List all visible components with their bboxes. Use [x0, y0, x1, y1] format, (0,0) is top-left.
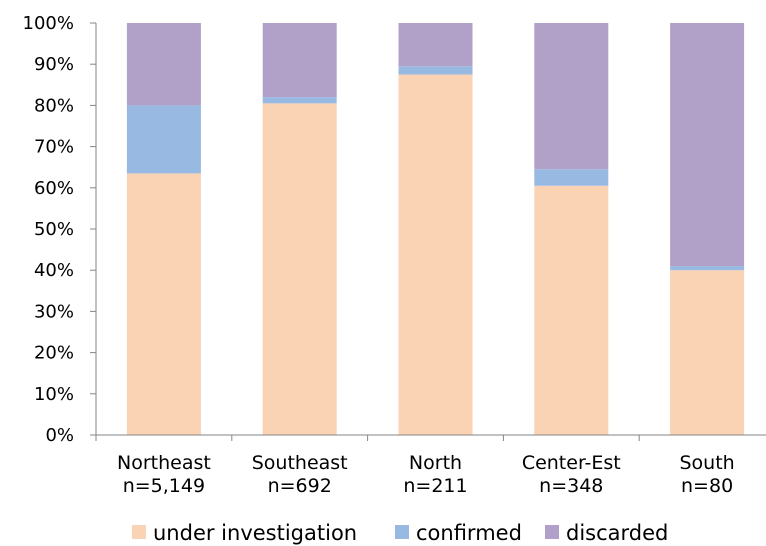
labels-group: 0% 10% 20% 30% 40% 50% 60% 70% 80% 90% 100% Northea…: [23, 13, 735, 497]
legend-label: under investigation: [153, 521, 357, 545]
bar-segment-confirmed-4: [670, 266, 745, 271]
category-name: Center-Est: [522, 452, 621, 474]
legend-label: confirmed: [416, 521, 522, 545]
x-category-label: Northeast n=5,149: [117, 452, 211, 497]
x-category-label: South n=80: [679, 452, 734, 497]
bar-segment-discarded-4: [670, 23, 745, 267]
category-count: n=348: [539, 475, 603, 497]
category-name: North: [409, 452, 462, 474]
bar-segment-under-investigation-0: [126, 173, 201, 435]
y-tick-label: 30%: [34, 301, 74, 322]
bar-segment-discarded-0: [126, 23, 201, 106]
legend: under investigation confirmed discarded: [132, 521, 668, 545]
bar-segment-confirmed-0: [126, 105, 201, 174]
category-name: Southeast: [252, 452, 348, 474]
y-tick-label: 70%: [34, 137, 74, 158]
category-count: n=5,149: [123, 475, 205, 497]
legend-swatch-confirmed: [395, 525, 409, 539]
category-count: n=80: [681, 475, 733, 497]
y-tick-label: 80%: [34, 95, 74, 116]
bar-segment-confirmed-3: [534, 169, 609, 186]
x-category-label: North n=211: [403, 452, 467, 497]
bar-segment-discarded-2: [398, 23, 473, 67]
y-tick-label: 0%: [45, 425, 74, 446]
y-tick-label: 100%: [23, 13, 74, 34]
bar-segment-discarded-3: [534, 23, 609, 170]
category-name: Northeast: [117, 452, 211, 474]
y-tick-label: 10%: [34, 384, 74, 405]
axes-group: [90, 22, 766, 441]
y-tick-label: 20%: [34, 343, 74, 364]
bar-segment-under-investigation-4: [670, 270, 745, 435]
bar-segment-under-investigation-2: [398, 74, 473, 435]
y-tick-label: 60%: [34, 178, 74, 199]
legend-label: discarded: [566, 521, 668, 545]
bars-group: [126, 23, 745, 435]
y-tick-label: 90%: [34, 54, 74, 75]
legend-swatch-discarded: [545, 525, 559, 539]
bar-segment-confirmed-1: [262, 97, 337, 104]
bar-segment-confirmed-2: [398, 66, 473, 75]
legend-swatch-under-investigation: [132, 525, 146, 539]
x-category-label: Southeast n=692: [252, 452, 348, 497]
bar-segment-discarded-1: [262, 23, 337, 98]
category-count: n=211: [403, 475, 467, 497]
x-category-label: Center-Est n=348: [522, 452, 621, 497]
y-tick-label: 40%: [34, 260, 74, 281]
bar-segment-under-investigation-1: [262, 103, 337, 435]
category-name: South: [679, 452, 734, 474]
y-tick-label: 50%: [34, 219, 74, 240]
category-count: n=692: [268, 475, 332, 497]
bar-segment-under-investigation-3: [534, 185, 609, 435]
